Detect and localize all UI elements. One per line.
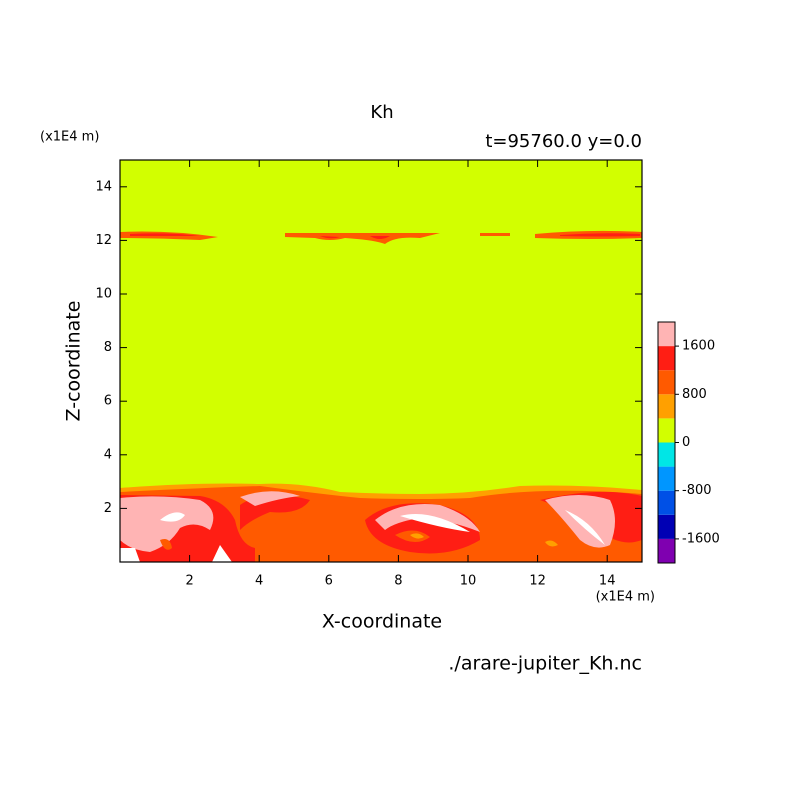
contour-region (120, 510, 605, 562)
contour-region (130, 233, 640, 239)
chart-title: Kh (370, 102, 393, 123)
colorbar-box (658, 394, 675, 419)
x-tick-label: 10 (460, 574, 477, 589)
source-file: ./arare-jupiter_Kh.nc (448, 653, 642, 675)
y-axis-label: Z-coordinate (63, 301, 85, 422)
x-axis-label: X-coordinate (322, 611, 442, 633)
colorbar-box (658, 370, 675, 395)
colorbar-box (658, 346, 675, 371)
contour-field (120, 160, 642, 562)
x-unit: (x1E4 m) (596, 590, 655, 605)
y-tick-label: 10 (95, 287, 112, 302)
y-tick-label: 14 (95, 179, 112, 194)
x-tick-label: 12 (529, 574, 546, 589)
y-tick-label: 4 (104, 447, 112, 462)
chart-subtitle: t=95760.0 y=0.0 (485, 131, 642, 152)
x-tick-label: 6 (325, 574, 333, 589)
y-tick-label: 8 (104, 340, 112, 355)
contour-region (160, 515, 555, 550)
colorbar-tick-label: 1600 (682, 339, 715, 354)
colorbar-box (658, 442, 675, 467)
plot-frame (119, 159, 643, 563)
y-unit: (x1E4 m) (40, 130, 99, 145)
x-tick-label: 14 (599, 574, 616, 589)
contour-region (120, 491, 642, 562)
y-tick-label: 6 (104, 394, 112, 409)
x-tick-label: 8 (394, 574, 402, 589)
colorbar-tick-label: -1600 (682, 531, 720, 546)
colorbar-box (658, 538, 675, 563)
colorbar-tick-label: 0 (682, 435, 690, 450)
y-tick-label: 12 (95, 233, 112, 248)
colorbar-box (658, 466, 675, 491)
x-tick-label: 4 (255, 574, 263, 589)
colorbar-tick-label: -800 (682, 483, 712, 498)
colorbar-box (658, 418, 675, 443)
colorbar-box (658, 490, 675, 515)
x-tick-label: 2 (185, 574, 193, 589)
colorbar-box (658, 514, 675, 539)
colorbar-box (658, 322, 675, 347)
y-tick-label: 2 (104, 501, 112, 516)
colorbar-tick-label: 800 (682, 387, 707, 402)
contour-region (120, 491, 615, 552)
